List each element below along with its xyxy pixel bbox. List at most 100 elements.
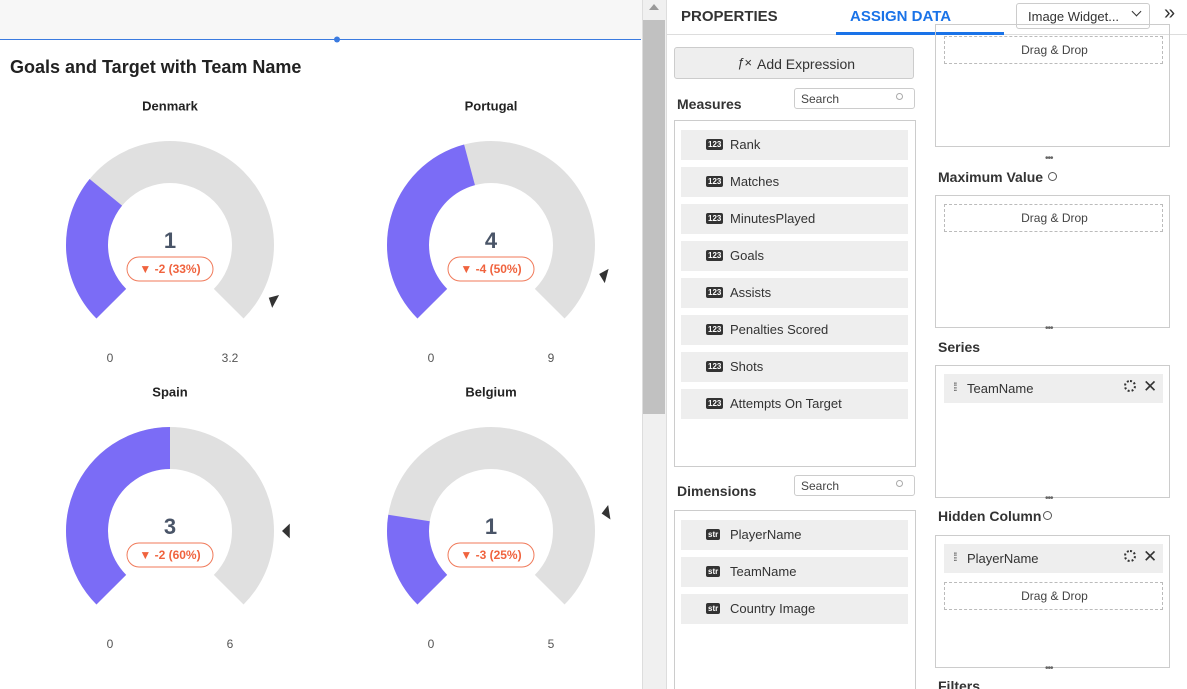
add-expression-button[interactable]: ƒ× Add Expression	[674, 47, 914, 79]
gauge-track	[387, 427, 596, 605]
field-list: 123 Rank 123 Matches 123 MinutesPlayed 123 Goal…	[674, 120, 916, 467]
gauge-value	[65, 427, 170, 605]
max-label: 3.2	[222, 351, 239, 365]
expression-label: Add Expression	[757, 56, 856, 72]
type-badge: 123	[706, 398, 724, 409]
min-label: 0	[107, 637, 114, 651]
well-item[interactable]: ⁞⁞ PlayerName ✕	[944, 544, 1163, 573]
well-item-label: PlayerName	[967, 551, 1039, 566]
info-icon	[1043, 511, 1052, 520]
expand-button[interactable]: »	[1164, 2, 1176, 24]
search-placeholder: Search	[801, 479, 840, 493]
resize-handle[interactable]	[334, 36, 340, 43]
properties-panel: PROPERTIES ASSIGN DATA Image Widget... » ƒ× A…	[667, 0, 1187, 689]
well-title: Hidden Column	[938, 508, 1042, 524]
type-badge: 123	[706, 250, 724, 261]
field-item[interactable]: 123 Assists	[681, 278, 908, 308]
gauge-value	[66, 179, 127, 319]
scroll-thumb[interactable]	[643, 20, 665, 414]
search-placeholder: Search	[801, 92, 840, 106]
change-label: ▼ -2 (33%)	[139, 262, 200, 276]
well: ⁞⁞ PlayerName ✕ Drag & Drop	[935, 535, 1170, 668]
field-item[interactable]: str TeamName	[681, 557, 908, 587]
well-title: Filters	[938, 678, 981, 689]
drag-grip: ⁞⁞	[953, 380, 957, 394]
well-item[interactable]: ⁞⁞ TeamName ✕	[944, 374, 1163, 403]
field-item[interactable]: str PlayerName	[681, 520, 908, 550]
header-bar	[0, 0, 642, 39]
field-item[interactable]: 123 Attempts On Target	[681, 389, 908, 419]
tab[interactable]: PROPERTIES	[681, 8, 778, 25]
field-label: PlayerName	[730, 527, 802, 542]
gauge-value	[387, 144, 475, 319]
gauge-title: Spain	[152, 384, 187, 399]
widget-select[interactable]: Image Widget...	[1016, 3, 1150, 29]
drop-text: Drag & Drop	[1021, 589, 1088, 603]
gauge-value-label: 4	[485, 228, 498, 253]
change-label: ▼ -4 (50%)	[460, 262, 521, 276]
search-box[interactable]: Search	[794, 88, 915, 109]
type-badge: 123	[706, 324, 724, 335]
remove-icon[interactable]: ✕	[1143, 547, 1158, 566]
settings-icon[interactable]	[1124, 550, 1136, 562]
dashboard: Goals and Target with Team Name Denmark 1…	[0, 0, 642, 652]
info-icon	[1048, 172, 1057, 181]
change-badge	[126, 256, 214, 282]
field-label: Assists	[730, 285, 772, 300]
section-title: Measures	[677, 96, 742, 112]
drag-grip: ⁞⁞	[953, 550, 957, 564]
well-resize[interactable]: •••	[1045, 323, 1053, 334]
min-label: 0	[107, 351, 114, 365]
scroll-up[interactable]	[649, 4, 659, 10]
well-resize[interactable]: •••	[1045, 663, 1053, 674]
field-label: Penalties Scored	[730, 322, 829, 337]
well: Drag & Drop	[935, 24, 1170, 147]
tab[interactable]: ASSIGN DATA	[850, 8, 952, 25]
type-badge: str	[706, 566, 721, 577]
search-icon	[896, 480, 903, 487]
max-label: 6	[227, 637, 234, 651]
field-item[interactable]: 123 MinutesPlayed	[681, 204, 908, 234]
field-label: Shots	[730, 359, 764, 374]
field-item[interactable]: str Country Image	[681, 594, 908, 624]
gauge-title: Denmark	[142, 98, 198, 113]
drop-zone[interactable]: Drag & Drop	[944, 204, 1163, 232]
change-label: ▼ -3 (25%)	[460, 548, 521, 562]
type-badge: 123	[706, 213, 724, 224]
scrollbar[interactable]	[642, 0, 667, 689]
field-item[interactable]: 123 Rank	[681, 130, 908, 160]
drop-zone[interactable]: Drag & Drop	[944, 582, 1163, 610]
field-list: str PlayerName str TeamName str Country Image	[674, 510, 916, 689]
gauge-value-label: 3	[164, 514, 176, 539]
section-title: Dimensions	[677, 483, 757, 499]
field-item[interactable]: 123 Matches	[681, 167, 908, 197]
target-marker	[601, 505, 611, 520]
drop-zone[interactable]: Drag & Drop	[944, 36, 1163, 64]
select-text: Image Widget...	[1028, 9, 1120, 24]
remove-icon[interactable]: ✕	[1143, 377, 1158, 396]
gauge-track	[66, 140, 275, 319]
change-badge	[126, 542, 214, 568]
max-label: 9	[548, 351, 555, 365]
change-badge	[447, 256, 535, 282]
type-badge: 123	[706, 176, 724, 187]
search-box[interactable]: Search	[794, 475, 915, 496]
field-item[interactable]: 123 Goals	[681, 241, 908, 271]
well-item-label: TeamName	[967, 381, 1034, 396]
type-badge: str	[706, 603, 721, 614]
field-label: Attempts On Target	[730, 396, 842, 411]
well-resize[interactable]: •••	[1045, 153, 1053, 164]
drop-text: Drag & Drop	[1021, 211, 1088, 225]
field-item[interactable]: 123 Penalties Scored	[681, 315, 908, 345]
max-label: 5	[548, 637, 555, 651]
field-label: Country Image	[730, 601, 816, 616]
gauge-title: Portugal	[465, 98, 518, 113]
gauge-title: Belgium	[465, 384, 516, 399]
field-item[interactable]: 123 Shots	[681, 352, 908, 382]
select-caret	[1131, 6, 1142, 17]
dashboard-title: Goals and Target with Team Name	[10, 57, 301, 77]
change-badge	[447, 542, 535, 568]
settings-icon[interactable]	[1124, 380, 1136, 392]
well-resize[interactable]: •••	[1045, 493, 1053, 504]
